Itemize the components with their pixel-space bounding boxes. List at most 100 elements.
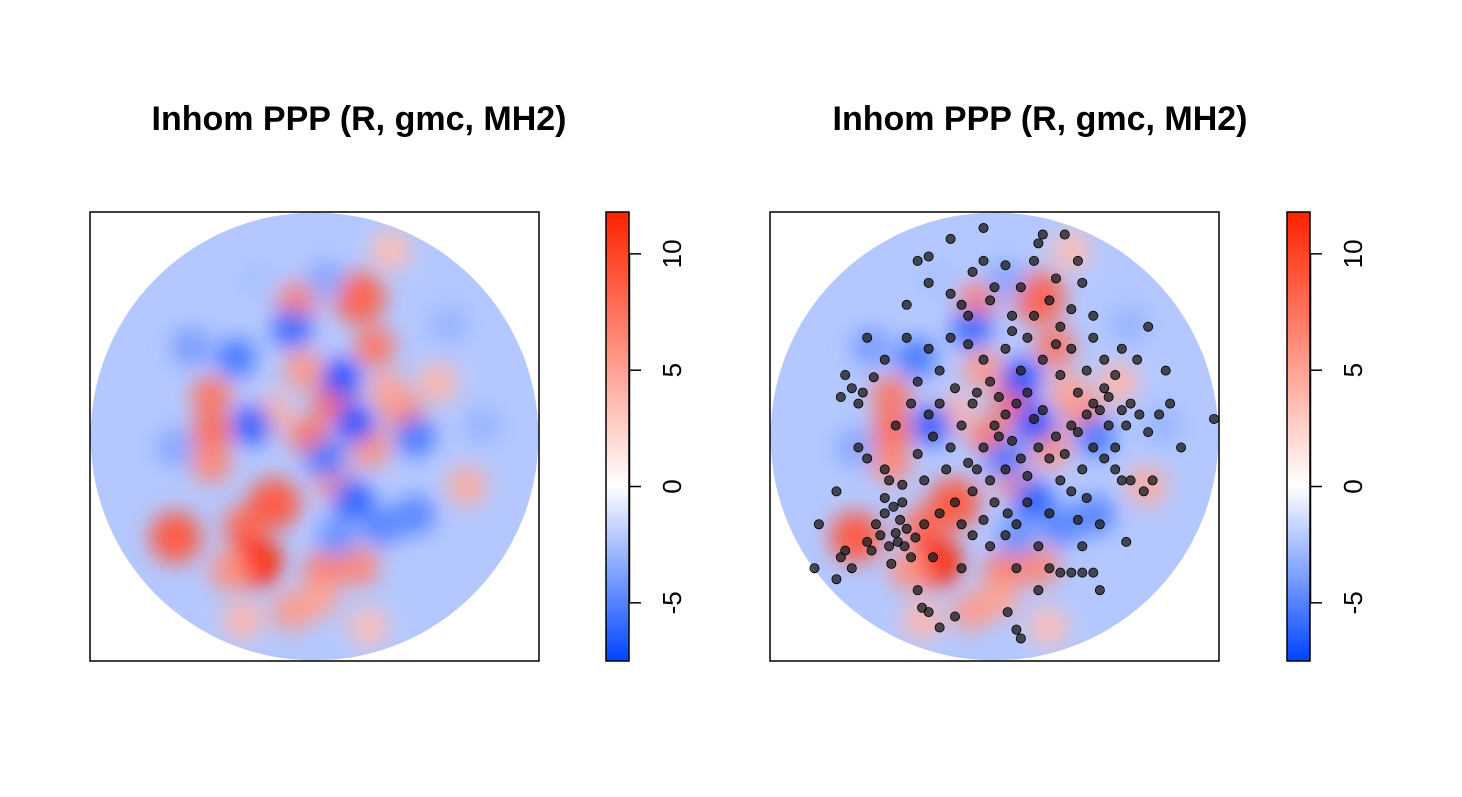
data-point bbox=[971, 464, 982, 475]
colorbar-tick-label: 10 bbox=[657, 239, 687, 268]
data-point bbox=[1088, 567, 1099, 578]
data-point bbox=[1037, 229, 1048, 240]
intensity-blob bbox=[283, 349, 324, 390]
data-point bbox=[906, 398, 917, 409]
data-point bbox=[875, 530, 886, 541]
data-point bbox=[985, 376, 996, 387]
data-point bbox=[1000, 343, 1011, 354]
data-point bbox=[1099, 383, 1110, 394]
data-point bbox=[840, 370, 851, 381]
point-pattern bbox=[809, 222, 1220, 644]
colorbar-tick-label: 5 bbox=[1338, 363, 1368, 377]
data-point bbox=[1029, 413, 1040, 424]
data-point bbox=[923, 251, 934, 262]
intensity-blob bbox=[348, 606, 389, 647]
data-point bbox=[934, 398, 945, 409]
intensity-blob bbox=[209, 550, 250, 591]
data-point bbox=[1007, 435, 1018, 446]
data-point bbox=[884, 541, 895, 552]
colorbar-tick-label: 0 bbox=[657, 479, 687, 493]
data-point bbox=[956, 519, 967, 530]
data-point bbox=[967, 398, 978, 409]
data-point bbox=[1033, 585, 1044, 596]
data-point bbox=[934, 622, 945, 633]
data-point bbox=[1103, 391, 1114, 402]
data-point bbox=[1121, 420, 1132, 431]
data-point bbox=[1037, 354, 1048, 365]
data-point bbox=[899, 541, 910, 552]
data-point bbox=[879, 354, 890, 365]
intensity-blob bbox=[238, 259, 279, 300]
data-point bbox=[1088, 310, 1099, 321]
colorbar-tick-label: 10 bbox=[1338, 239, 1368, 268]
intensity-blob bbox=[871, 376, 912, 417]
data-point bbox=[862, 536, 873, 547]
data-point bbox=[1011, 624, 1022, 635]
intensity-blob bbox=[354, 326, 395, 367]
data-point bbox=[888, 501, 899, 512]
data-point bbox=[1072, 427, 1083, 438]
data-point bbox=[963, 310, 974, 321]
data-point bbox=[906, 552, 917, 563]
data-point bbox=[870, 519, 881, 530]
data-point bbox=[1138, 486, 1149, 497]
data-point bbox=[1044, 508, 1055, 519]
data-point bbox=[1110, 370, 1121, 381]
data-point bbox=[928, 552, 939, 563]
data-point bbox=[1125, 398, 1136, 409]
data-point bbox=[989, 420, 1000, 431]
data-point bbox=[1088, 442, 1099, 453]
data-point bbox=[1209, 413, 1220, 424]
data-point bbox=[1132, 354, 1143, 365]
intensity-blob bbox=[446, 465, 487, 506]
data-point bbox=[853, 398, 864, 409]
data-point bbox=[978, 354, 989, 365]
data-point bbox=[1033, 442, 1044, 453]
data-point bbox=[895, 514, 906, 525]
intensity-blob bbox=[191, 443, 232, 484]
data-point bbox=[963, 457, 974, 468]
data-point bbox=[897, 479, 908, 490]
data-point bbox=[985, 541, 996, 552]
intensity-blob bbox=[1012, 479, 1053, 520]
intensity-field-0 bbox=[90, 212, 539, 661]
intensity-blob bbox=[191, 376, 232, 417]
data-point bbox=[941, 464, 952, 475]
colorbar-tick-label: 0 bbox=[1338, 479, 1368, 493]
intensity-blob bbox=[305, 438, 346, 479]
data-point bbox=[989, 497, 1000, 508]
data-point bbox=[956, 299, 967, 310]
data-point bbox=[1022, 471, 1033, 482]
data-point bbox=[993, 391, 1004, 402]
data-point bbox=[857, 387, 868, 398]
intensity-blob bbox=[395, 494, 436, 535]
data-point bbox=[1081, 365, 1092, 376]
data-point bbox=[1015, 282, 1026, 293]
data-point bbox=[1000, 409, 1011, 420]
data-point bbox=[1059, 229, 1070, 240]
intensity-blob bbox=[871, 443, 912, 484]
data-point bbox=[945, 332, 956, 343]
data-point bbox=[1143, 321, 1154, 332]
data-point bbox=[919, 475, 930, 486]
data-point bbox=[910, 532, 921, 543]
data-point bbox=[993, 431, 1004, 442]
plot-frame-1 bbox=[769, 211, 1220, 662]
data-point bbox=[978, 222, 989, 233]
data-point bbox=[1099, 453, 1110, 464]
data-point bbox=[862, 453, 873, 464]
data-point bbox=[1176, 442, 1187, 453]
data-point bbox=[1059, 449, 1070, 460]
intensity-blob bbox=[361, 506, 402, 547]
data-point bbox=[1022, 332, 1033, 343]
data-point bbox=[967, 486, 978, 497]
data-point bbox=[1110, 464, 1121, 475]
data-point bbox=[1077, 464, 1088, 475]
data-point bbox=[835, 391, 846, 402]
data-point bbox=[1072, 387, 1083, 398]
intensity-blob bbox=[1013, 271, 1066, 324]
data-point bbox=[978, 442, 989, 453]
data-point bbox=[923, 343, 934, 354]
intensity-blob bbox=[417, 362, 458, 403]
data-point bbox=[890, 420, 901, 431]
